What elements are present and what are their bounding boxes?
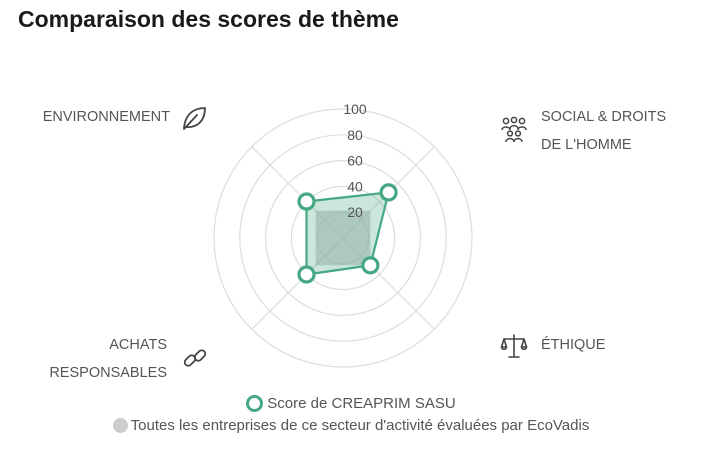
- series-company-point-social: [379, 183, 398, 202]
- axis-label-env: ENVIRONNEMENT: [43, 103, 170, 131]
- leaf-icon: [183, 107, 206, 130]
- grid-ring-100: [213, 108, 473, 368]
- axis-label-ethique-line1: ÉTHIQUE: [541, 337, 606, 353]
- axis-label-ethique: ÉTHIQUE: [541, 331, 605, 359]
- legend-item-company: Score de CREAPRIM SASU: [0, 392, 702, 414]
- grid-ring-60: [265, 160, 422, 317]
- legend-label-sector: Toutes les entreprises de ce secteur d'a…: [130, 416, 590, 434]
- tick-label-60: 60: [347, 153, 363, 169]
- axis-label-social: SOCIAL & DROITS DE L'HOMME: [541, 103, 666, 159]
- axis-label-social-line2: DE L'HOMME: [541, 137, 632, 153]
- legend-item-sector: Toutes les entreprises de ce secteur d'a…: [0, 414, 702, 436]
- link-icon: [183, 349, 207, 367]
- series-sector-area: [315, 210, 371, 266]
- chart-title: Comparaison des scores de thème: [18, 6, 399, 32]
- axis-label-achats-line2: RESPONSABLES: [49, 365, 167, 381]
- radar-ticks: 20 40 60 80 100: [343, 101, 367, 220]
- axis-label-achats-line1: ACHATS: [109, 337, 167, 353]
- tick-label-100: 100: [343, 101, 367, 117]
- scales-icon: [500, 334, 528, 358]
- radar-series: [297, 183, 398, 284]
- series-company-point-env: [297, 192, 316, 211]
- tick-label-20: 20: [347, 204, 363, 220]
- people-icon: [501, 116, 527, 143]
- legend-swatch-company: [246, 394, 264, 412]
- axis-label-social-line1: SOCIAL & DROITS: [541, 109, 667, 125]
- series-company-point-ethique: [361, 256, 380, 275]
- axis-label-env-line1: ENVIRONNEMENT: [42, 109, 170, 125]
- legend-swatch-sector: [112, 417, 128, 433]
- tick-label-40: 40: [347, 178, 363, 194]
- series-company-point-achats: [297, 265, 316, 284]
- axis-label-achats: ACHATS RESPONSABLES: [49, 331, 167, 387]
- legend-label-company: Score de CREAPRIM SASU: [267, 394, 456, 412]
- grid-ring-40: [290, 185, 396, 291]
- tick-label-80: 80: [347, 127, 363, 143]
- grid-ring-80: [239, 134, 447, 342]
- legend: Score de CREAPRIM SASU Toutes les entrep…: [0, 392, 702, 436]
